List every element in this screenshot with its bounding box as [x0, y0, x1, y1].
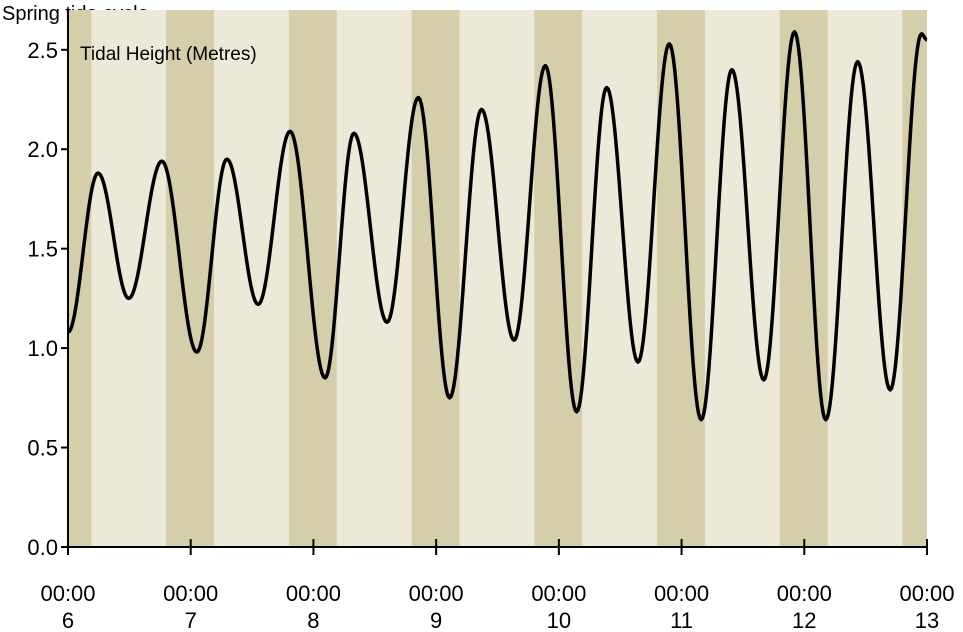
y-tick-label-2: 1.0	[27, 336, 58, 361]
x-tick-time-0: 00:00	[40, 581, 95, 606]
x-tick-day-1: 7	[185, 608, 197, 632]
y-tick-label-1: 0.5	[27, 436, 58, 461]
night-band-1	[166, 10, 215, 547]
axes: 0.00.51.01.52.02.500:00600:00700:00800:0…	[27, 10, 955, 632]
x-tick-time-1: 00:00	[163, 581, 218, 606]
y-tick-label-3: 1.5	[27, 237, 58, 262]
x-tick-time-4: 00:00	[531, 581, 586, 606]
night-band-4	[534, 10, 583, 547]
tide-line	[67, 30, 929, 422]
x-tick-time-7: 00:00	[899, 581, 954, 606]
chart-title: Tidal Height (Metres)	[80, 44, 257, 65]
night-band-7	[902, 10, 927, 547]
x-tick-time-5: 00:00	[654, 581, 709, 606]
x-tick-day-3: 9	[430, 608, 442, 632]
y-tick-label-5: 2.5	[27, 38, 58, 63]
x-tick-day-7: 13	[915, 608, 939, 632]
x-tick-time-3: 00:00	[409, 581, 464, 606]
x-tick-day-4: 10	[547, 608, 571, 632]
y-tick-label-0: 0.0	[27, 535, 58, 560]
x-tick-day-0: 6	[62, 608, 74, 632]
x-tick-day-2: 8	[307, 608, 319, 632]
x-tick-time-2: 00:00	[286, 581, 341, 606]
x-tick-day-6: 12	[792, 608, 816, 632]
night-band-5	[657, 10, 705, 547]
series-layer	[67, 30, 929, 422]
night-band-2	[288, 10, 337, 547]
x-tick-day-5: 11	[670, 608, 693, 632]
y-tick-label-4: 2.0	[27, 137, 58, 162]
x-tick-time-6: 00:00	[777, 581, 832, 606]
